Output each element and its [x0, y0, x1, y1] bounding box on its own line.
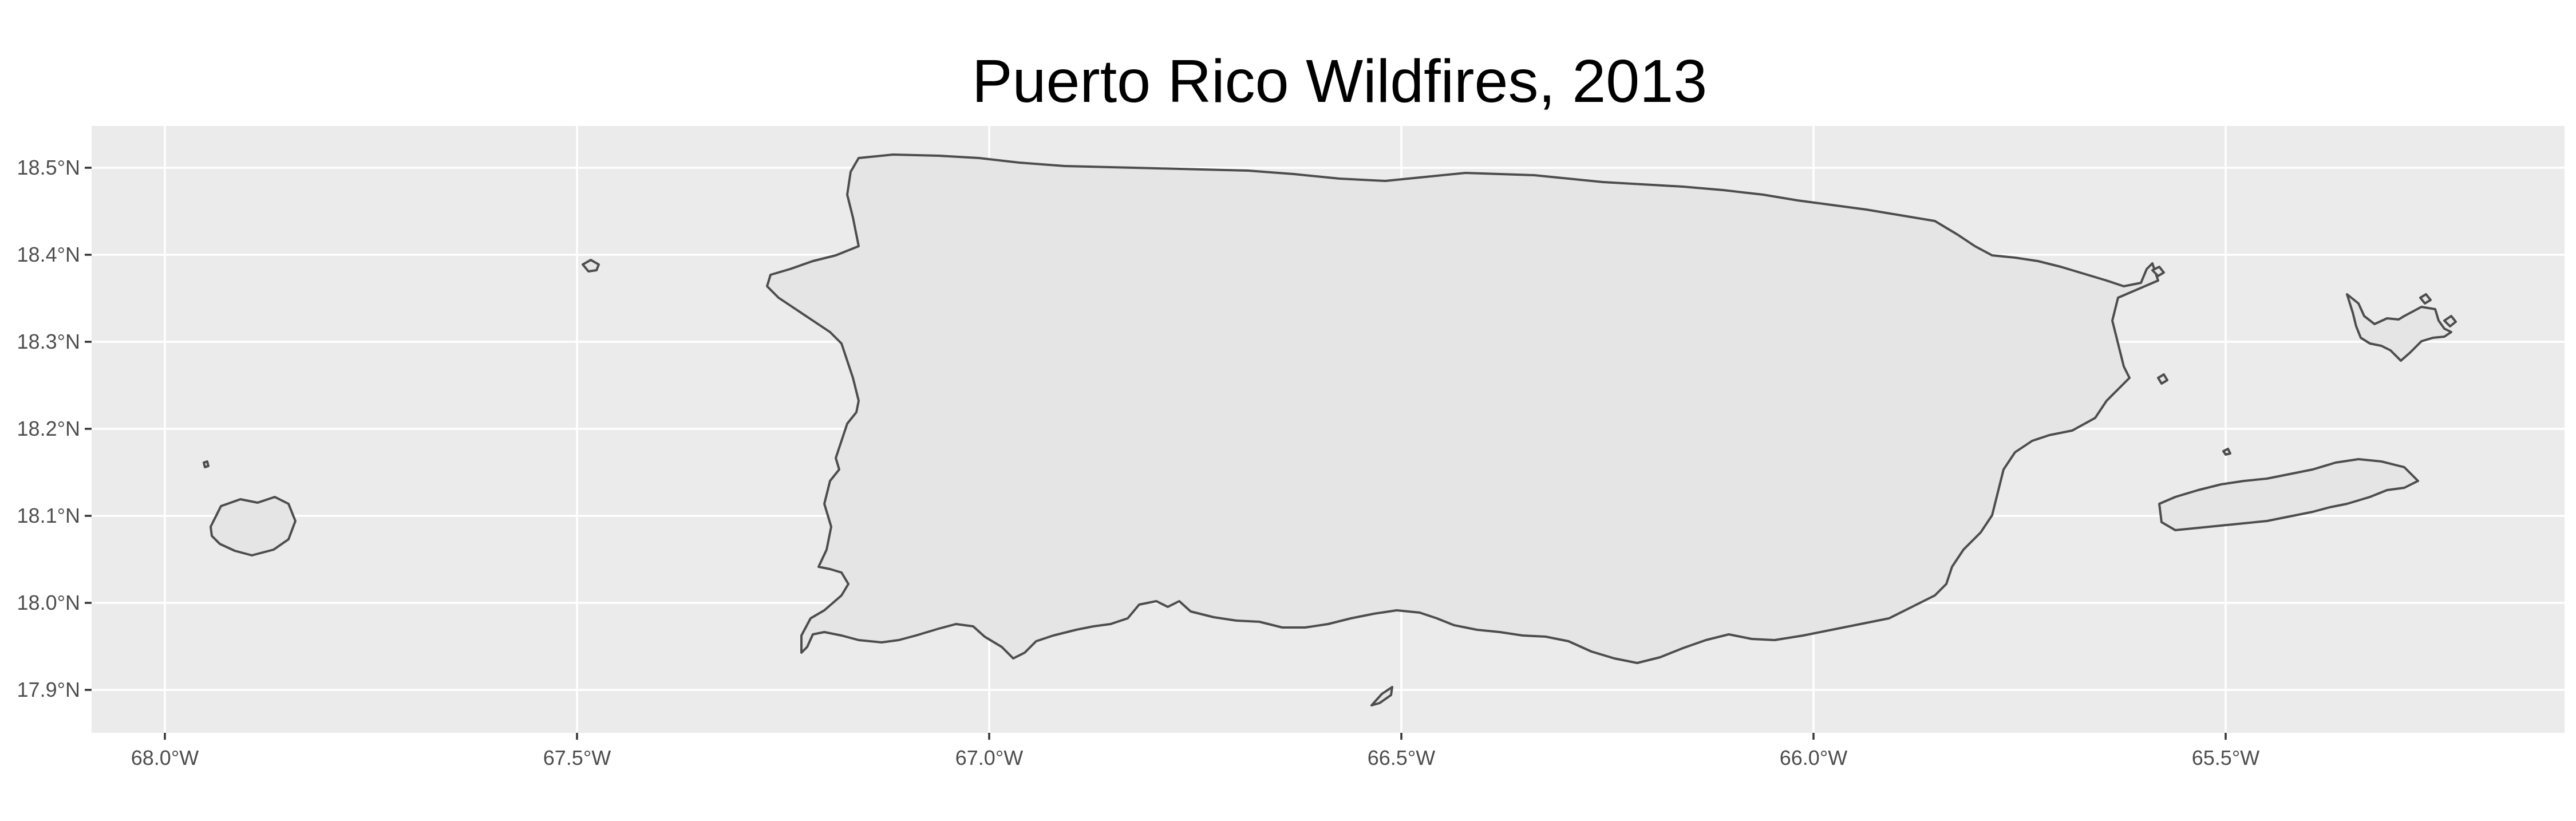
- desecheo-island: [582, 259, 600, 273]
- y-tick-label: 18.3°N: [17, 330, 80, 353]
- palominos-cay: [2157, 373, 2168, 385]
- y-tick-label: 18.4°N: [17, 243, 80, 266]
- latitude-axis: 18.5°N 18.4°N 18.3°N 18.2°N 18.1°N 18.0°N 17.9…: [17, 156, 92, 701]
- caja-de-muertos-island: [1370, 686, 1393, 706]
- longitude-axis: 68.0°W 67.5°W 67.0°W 66.5°W 66.0°W 65.5°W: [131, 733, 2259, 769]
- x-tick-label: 67.0°W: [955, 746, 1023, 769]
- vieques-islet: [2222, 448, 2231, 456]
- x-tick-label: 66.5°W: [1368, 746, 1435, 769]
- x-tick-label: 65.5°W: [2192, 746, 2259, 769]
- x-tick-label: 67.5°W: [543, 746, 611, 769]
- y-tick-label: 18.5°N: [17, 156, 80, 179]
- culebra-island: [2346, 293, 2452, 362]
- vieques-island: [2158, 458, 2419, 531]
- y-tick-label: 18.1°N: [17, 504, 80, 527]
- y-tick-label: 18.2°N: [17, 417, 80, 440]
- icacos-cay: [2151, 266, 2165, 277]
- culebrita-island: [2443, 315, 2457, 327]
- y-tick-label: 18.0°N: [17, 591, 80, 614]
- landmasses: [203, 153, 2457, 706]
- map-title: Puerto Rico Wildfires, 2013: [972, 48, 1707, 115]
- mona-island: [210, 496, 297, 556]
- y-tick-label: 17.9°N: [17, 678, 80, 701]
- puerto-rico-main-island: [766, 153, 2159, 664]
- x-tick-label: 68.0°W: [131, 746, 199, 769]
- cayo-norte: [2419, 293, 2432, 305]
- x-tick-label: 66.0°W: [1780, 746, 1847, 769]
- desecheo-reef: [203, 460, 210, 468]
